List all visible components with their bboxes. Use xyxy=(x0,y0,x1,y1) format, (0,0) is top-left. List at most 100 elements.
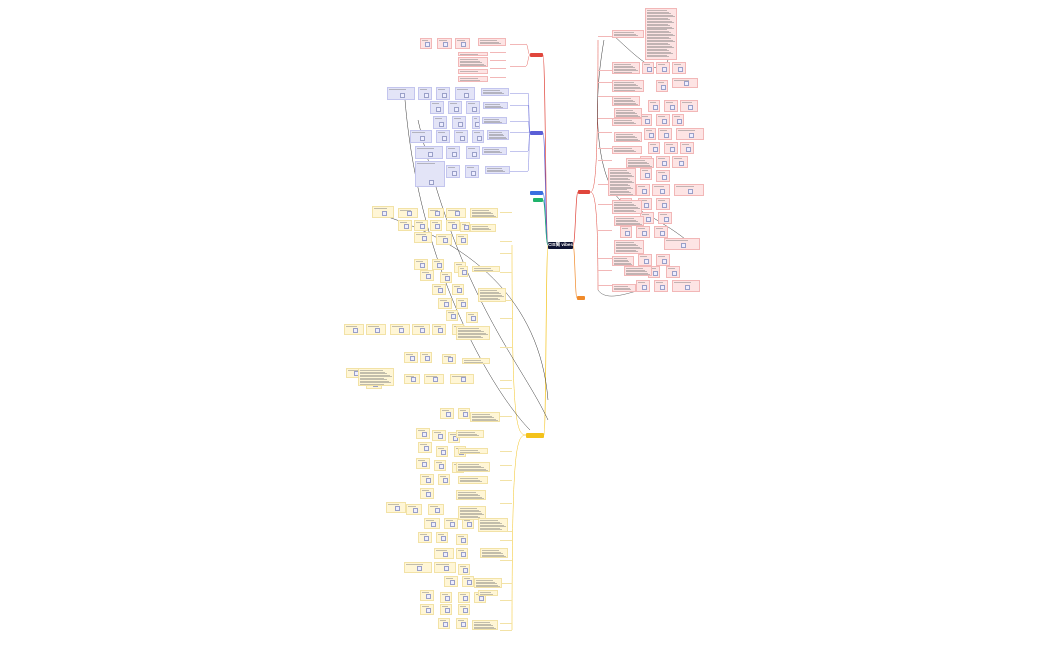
image-leaf-node[interactable] xyxy=(418,87,432,100)
image-leaf-node[interactable] xyxy=(458,604,470,615)
text-leaf-node[interactable] xyxy=(612,118,642,126)
text-leaf-node[interactable] xyxy=(478,288,506,302)
image-leaf-node[interactable] xyxy=(438,298,452,309)
image-leaf-node[interactable] xyxy=(372,206,394,218)
text-leaf-node[interactable] xyxy=(614,240,644,254)
image-leaf-node[interactable] xyxy=(436,446,448,457)
text-leaf-node[interactable] xyxy=(645,8,677,60)
image-leaf-node[interactable] xyxy=(414,259,428,270)
image-leaf-node[interactable] xyxy=(440,408,454,419)
text-leaf-node[interactable] xyxy=(614,108,642,118)
image-leaf-node[interactable] xyxy=(636,184,650,196)
image-leaf-node[interactable] xyxy=(456,618,468,629)
image-leaf-node[interactable] xyxy=(676,128,704,140)
text-leaf-node[interactable] xyxy=(456,326,490,340)
image-leaf-node[interactable] xyxy=(666,266,680,278)
text-leaf-node[interactable] xyxy=(483,102,508,109)
text-leaf-node[interactable] xyxy=(612,256,634,266)
image-leaf-node[interactable] xyxy=(638,254,652,266)
image-leaf-node[interactable] xyxy=(664,100,678,112)
text-leaf-node[interactable] xyxy=(458,476,488,484)
image-leaf-node[interactable] xyxy=(420,474,434,485)
image-leaf-node[interactable] xyxy=(620,226,632,238)
image-leaf-node[interactable] xyxy=(456,548,468,559)
text-leaf-node[interactable] xyxy=(487,130,509,140)
image-leaf-node[interactable] xyxy=(416,428,430,439)
image-leaf-node[interactable] xyxy=(656,156,670,168)
image-leaf-node[interactable] xyxy=(418,532,432,543)
text-leaf-node[interactable] xyxy=(472,620,498,630)
text-leaf-node[interactable] xyxy=(458,506,486,520)
text-leaf-node[interactable] xyxy=(612,96,640,106)
image-leaf-node[interactable] xyxy=(450,374,474,384)
image-leaf-node[interactable] xyxy=(664,238,700,250)
image-leaf-node[interactable] xyxy=(420,604,434,615)
image-leaf-node[interactable] xyxy=(456,234,468,245)
image-leaf-node[interactable] xyxy=(656,170,670,182)
branch-node-green[interactable] xyxy=(533,198,543,202)
image-leaf-node[interactable] xyxy=(462,576,474,587)
text-leaf-node[interactable] xyxy=(612,62,640,74)
image-leaf-node[interactable] xyxy=(455,38,470,49)
image-leaf-node[interactable] xyxy=(672,78,698,88)
text-leaf-node[interactable] xyxy=(478,38,506,46)
image-leaf-node[interactable] xyxy=(418,442,432,453)
image-leaf-node[interactable] xyxy=(436,87,450,100)
text-leaf-node[interactable] xyxy=(480,548,508,558)
branch-node-orange[interactable] xyxy=(577,296,585,300)
text-leaf-node[interactable] xyxy=(482,117,507,124)
image-leaf-node[interactable] xyxy=(404,562,432,573)
image-leaf-node[interactable] xyxy=(436,130,450,143)
image-leaf-node[interactable] xyxy=(455,87,475,100)
image-leaf-node[interactable] xyxy=(644,128,656,140)
image-leaf-node[interactable] xyxy=(436,532,448,543)
image-leaf-node[interactable] xyxy=(432,259,444,270)
image-leaf-node[interactable] xyxy=(440,592,452,603)
image-leaf-node[interactable] xyxy=(440,604,452,615)
image-leaf-node[interactable] xyxy=(472,116,480,129)
image-leaf-node[interactable] xyxy=(424,518,440,529)
text-leaf-node[interactable] xyxy=(612,30,644,38)
image-leaf-node[interactable] xyxy=(406,504,422,515)
text-leaf-node[interactable] xyxy=(456,490,486,500)
image-leaf-node[interactable] xyxy=(658,128,672,140)
image-leaf-node[interactable] xyxy=(387,87,415,100)
image-leaf-node[interactable] xyxy=(680,100,698,112)
image-leaf-node[interactable] xyxy=(452,116,466,129)
text-leaf-node[interactable] xyxy=(358,368,394,386)
image-leaf-node[interactable] xyxy=(430,220,442,231)
image-leaf-node[interactable] xyxy=(654,226,668,238)
image-leaf-node[interactable] xyxy=(466,312,478,323)
image-leaf-node[interactable] xyxy=(648,142,660,154)
image-leaf-node[interactable] xyxy=(434,460,446,471)
image-leaf-node[interactable] xyxy=(456,534,468,545)
image-leaf-node[interactable] xyxy=(458,592,470,603)
image-leaf-node[interactable] xyxy=(424,374,444,384)
text-leaf-node[interactable] xyxy=(456,462,490,472)
image-leaf-node[interactable] xyxy=(415,161,445,187)
image-leaf-node[interactable] xyxy=(446,208,466,218)
text-leaf-node[interactable] xyxy=(612,80,644,92)
image-leaf-node[interactable] xyxy=(458,564,470,575)
image-leaf-node[interactable] xyxy=(398,220,412,231)
image-leaf-node[interactable] xyxy=(656,198,670,210)
image-leaf-node[interactable] xyxy=(458,266,468,277)
image-leaf-node[interactable] xyxy=(404,352,418,363)
text-leaf-node[interactable] xyxy=(474,578,502,588)
text-leaf-node[interactable] xyxy=(470,412,500,422)
image-leaf-node[interactable] xyxy=(444,576,458,587)
text-leaf-node[interactable] xyxy=(462,358,490,364)
image-leaf-node[interactable] xyxy=(430,101,444,114)
image-leaf-node[interactable] xyxy=(656,114,670,126)
image-leaf-node[interactable] xyxy=(420,590,434,601)
image-leaf-node[interactable] xyxy=(398,208,418,218)
text-leaf-node[interactable] xyxy=(482,147,507,155)
text-leaf-node[interactable] xyxy=(612,200,642,214)
image-leaf-node[interactable] xyxy=(386,502,406,513)
text-leaf-node[interactable] xyxy=(614,216,644,226)
image-leaf-node[interactable] xyxy=(466,101,480,114)
image-leaf-node[interactable] xyxy=(428,208,444,218)
image-leaf-node[interactable] xyxy=(680,142,694,154)
image-leaf-node[interactable] xyxy=(432,284,446,295)
